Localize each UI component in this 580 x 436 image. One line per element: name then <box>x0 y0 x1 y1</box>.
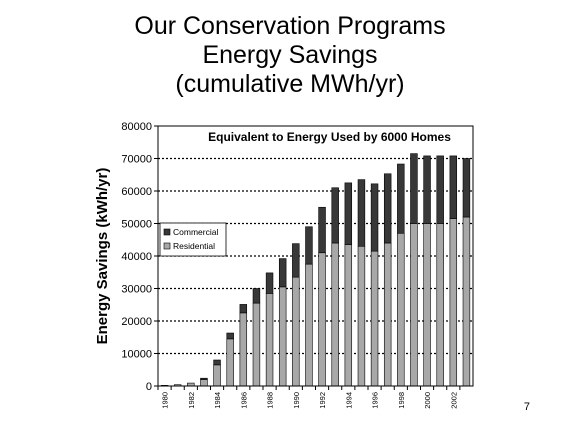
x-tick-label: 2002 <box>449 392 458 409</box>
x-tick-label: 1994 <box>344 392 353 409</box>
bar-residential <box>370 250 379 387</box>
bar-commercial <box>226 332 234 340</box>
bar-commercial <box>292 243 300 278</box>
bar-residential <box>436 223 444 387</box>
bar-residential <box>292 276 300 387</box>
page-number: 7 <box>523 401 530 413</box>
y-tick-label: 30000 <box>121 284 152 296</box>
bar-residential <box>305 263 313 387</box>
legend-swatch <box>163 242 171 250</box>
bar-residential <box>344 244 353 387</box>
x-tick-label: 1988 <box>266 392 275 409</box>
y-tick-label: 60000 <box>121 186 152 198</box>
slide-title-line-3: (cumulative MWh/yr) <box>175 70 405 98</box>
bar-residential <box>200 379 208 387</box>
x-tick-label: 1984 <box>213 392 222 409</box>
y-tick-label: 50000 <box>121 219 152 231</box>
y-axis-label: Energy Savings (kWh/yr) <box>94 168 111 345</box>
bar-commercial <box>357 179 366 247</box>
x-tick-label: 2000 <box>423 392 432 409</box>
bar-commercial <box>305 226 313 265</box>
bar-residential <box>357 245 366 387</box>
bar-residential <box>213 364 221 387</box>
y-tick-label: 10000 <box>121 349 152 361</box>
bar-commercial <box>462 158 471 218</box>
legend-entry: Residential <box>173 241 215 251</box>
bar-commercial <box>278 258 287 288</box>
bar-residential <box>331 242 339 387</box>
bar-commercial <box>410 153 418 224</box>
bar-commercial <box>239 304 248 314</box>
bar-commercial <box>344 182 353 245</box>
x-tick-label: 1992 <box>318 392 327 409</box>
bar-residential <box>265 293 274 387</box>
bar-commercial <box>213 359 221 366</box>
x-tick-label: 1986 <box>239 392 248 409</box>
labels: 0 10000 20000 30000 40000 50000 60000 70000 8000… <box>94 121 458 409</box>
x-tick-label: 1982 <box>187 392 196 409</box>
y-tick-label: 70000 <box>121 154 152 166</box>
bars <box>160 153 471 387</box>
bar-residential <box>318 252 326 387</box>
bar-residential <box>278 286 287 387</box>
bar-commercial <box>423 155 431 224</box>
legend-entry: Commercial <box>173 227 218 237</box>
x-tick-label: 1990 <box>292 392 301 409</box>
bar-commercial <box>449 155 458 219</box>
x-tick-label: 1980 <box>161 392 170 409</box>
y-tick-label: 0 <box>146 381 152 393</box>
slide-title: Our Conservation Programs Energy Savings… <box>0 12 580 99</box>
axes <box>154 125 474 390</box>
bar-residential <box>383 242 392 387</box>
slide-title-line-1: Our Conservation Programs <box>134 12 446 40</box>
bar-residential <box>252 302 261 387</box>
bar-residential <box>462 216 471 387</box>
bar-commercial <box>436 155 444 224</box>
bar-residential <box>226 338 234 387</box>
bar-residential <box>449 218 458 387</box>
bar-commercial <box>383 173 392 244</box>
legend-box <box>159 222 227 257</box>
bar-commercial <box>252 288 261 304</box>
x-tick-label: 1996 <box>371 392 380 409</box>
bar-residential <box>239 312 248 387</box>
bar-commercial <box>200 377 208 380</box>
bar-residential <box>410 223 418 387</box>
bar-commercial <box>370 183 379 252</box>
x-tick-label: 1998 <box>397 392 406 409</box>
bar-residential <box>423 223 431 387</box>
y-tick-label: 80000 <box>121 121 152 133</box>
chart-title: Equivalent to Energy Used by 6000 Homes <box>208 130 451 144</box>
bar-commercial <box>265 272 274 294</box>
y-tick-label: 40000 <box>121 251 152 263</box>
bar-commercial <box>331 187 339 244</box>
bar-residential <box>397 232 405 387</box>
bar-commercial <box>318 206 326 254</box>
bar-commercial <box>397 163 405 234</box>
legend-swatch <box>163 228 171 236</box>
slide-title-line-2: Energy Savings <box>202 41 378 69</box>
y-tick-label: 20000 <box>121 316 152 328</box>
legend: Commercial Residential <box>159 222 227 257</box>
